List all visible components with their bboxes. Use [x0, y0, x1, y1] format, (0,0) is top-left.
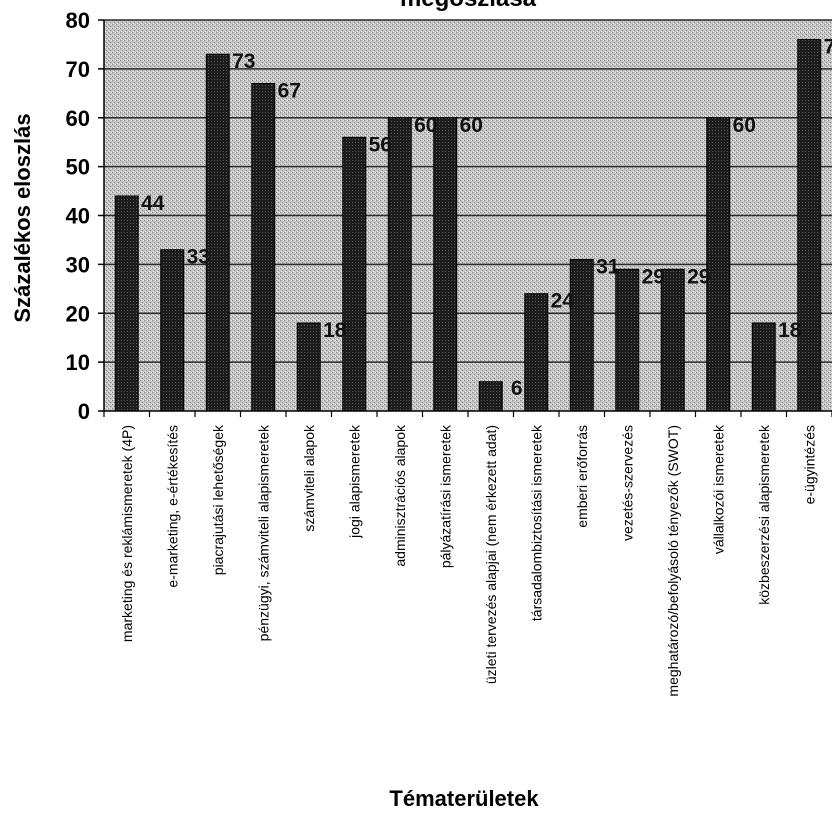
data-label: 29: [642, 265, 665, 288]
y-tick-label: 60: [66, 106, 90, 131]
data-label: 6: [511, 377, 523, 400]
data-label: 24: [551, 290, 575, 313]
x-tick-label: marketing és reklámismeretek (4P): [119, 425, 135, 642]
y-tick-label: 20: [66, 301, 90, 326]
bar: [751, 322, 776, 412]
x-tick-label: piacrajutási lehetőségek: [210, 424, 226, 575]
y-tick-label: 0: [78, 399, 90, 424]
data-label: 60: [414, 114, 437, 137]
data-label: 29: [687, 265, 710, 288]
bar: [251, 83, 276, 412]
data-labels: 44 33 73 67 18 56 60 60 6 24 31 29 29 60 18 76: [141, 36, 832, 400]
data-label: 31: [596, 255, 620, 278]
data-label: 76: [824, 36, 832, 59]
x-tick-label: e-ügyintézés: [801, 425, 817, 504]
x-tick-label: e-marketing, e-értékesítés: [164, 425, 180, 588]
bar: [342, 136, 367, 412]
bar: [205, 53, 230, 412]
bar: [797, 39, 822, 412]
x-tick-labels: marketing és reklámismeretek (4P) e-marke…: [119, 424, 818, 697]
data-label: 56: [369, 133, 392, 156]
bar: [615, 268, 640, 412]
y-tick-label: 30: [66, 252, 90, 277]
data-label: 44: [141, 192, 165, 215]
y-tick-labels: 0 10 20 30 40 50 60 70 80: [66, 8, 90, 424]
chart-title: megoszlása: [400, 0, 537, 12]
bar: [524, 293, 549, 412]
data-label: 60: [460, 114, 483, 137]
x-tick-label: emberi erőforrás: [574, 425, 590, 528]
data-label: 67: [278, 80, 301, 103]
x-tick-label: meghatározó/befolyásoló tényezők (SWOT): [665, 425, 681, 697]
data-label: 73: [232, 50, 255, 73]
x-tick-label: adminisztrációs alapok: [392, 424, 408, 567]
bar: [478, 381, 503, 412]
bar: [660, 268, 685, 412]
bar: [296, 322, 321, 412]
bar: [569, 258, 594, 412]
x-tick-label: vezetés-szervezés: [619, 425, 635, 541]
x-tick-label: vállalkozói ismeretek: [710, 424, 726, 554]
y-axis-label: Százalékos eloszlás: [10, 113, 35, 322]
bar: [114, 195, 139, 412]
x-tick-label: üzleti tervezés alapjai (nem érkezett ad…: [483, 425, 499, 684]
x-axis-label: Tématerületek: [389, 786, 539, 811]
y-tick-label: 40: [66, 204, 90, 229]
bar: [433, 117, 458, 412]
bar: [387, 117, 412, 412]
axes: [98, 19, 832, 417]
data-label: 33: [187, 246, 210, 269]
data-label: 18: [323, 319, 347, 342]
y-tick-label: 10: [66, 350, 90, 375]
x-tick-label: számviteli alapok: [301, 424, 317, 532]
x-tick-label: jogi alapismeretek: [346, 424, 362, 539]
y-tick-label: 80: [66, 8, 90, 33]
data-label: 18: [778, 319, 802, 342]
data-label: 60: [733, 114, 756, 137]
y-tick-label: 50: [66, 155, 90, 180]
x-tick-label: pályázatírási ismeretek: [437, 424, 453, 568]
x-tick-label: társadalombiztosítási ismeretek: [528, 424, 544, 621]
y-tick-label: 70: [66, 57, 90, 82]
bar: [160, 249, 185, 412]
x-tick-label: pénzügyi, számviteli alapismeretek: [255, 424, 271, 641]
x-tick-label: közbeszerzési alapismeretek: [756, 424, 772, 605]
